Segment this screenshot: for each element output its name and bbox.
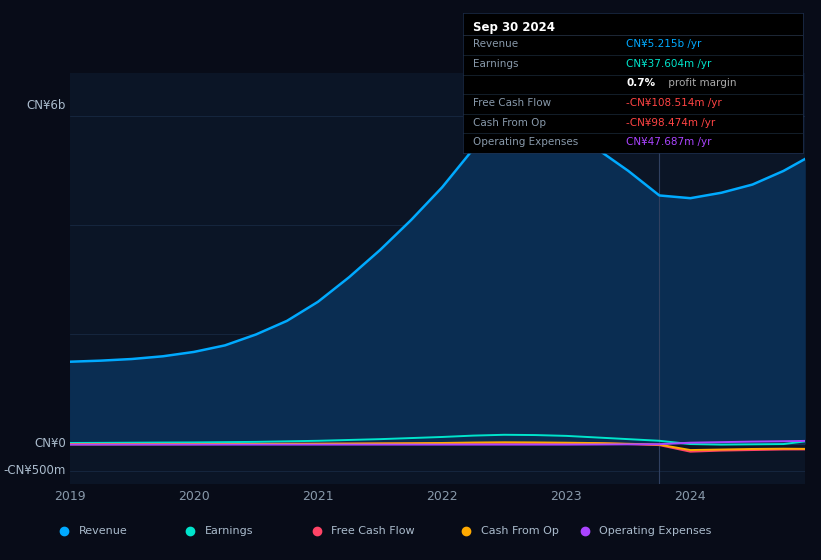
Text: profit margin: profit margin [665, 78, 736, 88]
Text: Earnings: Earnings [204, 526, 253, 536]
Text: 0.7%: 0.7% [626, 78, 655, 88]
Text: Revenue: Revenue [79, 526, 127, 536]
Text: -CN¥98.474m /yr: -CN¥98.474m /yr [626, 118, 715, 128]
Text: Earnings: Earnings [473, 59, 519, 69]
Text: Free Cash Flow: Free Cash Flow [473, 98, 552, 108]
Text: CN¥5.215b /yr: CN¥5.215b /yr [626, 39, 702, 49]
Text: CN¥37.604m /yr: CN¥37.604m /yr [626, 59, 712, 69]
Text: Cash From Op: Cash From Op [480, 526, 558, 536]
Text: CN¥0: CN¥0 [34, 437, 67, 450]
Text: -CN¥500m: -CN¥500m [4, 464, 67, 477]
Text: Sep 30 2024: Sep 30 2024 [473, 21, 555, 34]
Text: Revenue: Revenue [473, 39, 518, 49]
Text: Operating Expenses: Operating Expenses [599, 526, 711, 536]
Text: Cash From Op: Cash From Op [473, 118, 546, 128]
Text: Operating Expenses: Operating Expenses [473, 137, 579, 147]
Text: -CN¥108.514m /yr: -CN¥108.514m /yr [626, 98, 722, 108]
Text: CN¥47.687m /yr: CN¥47.687m /yr [626, 137, 712, 147]
Text: Free Cash Flow: Free Cash Flow [331, 526, 415, 536]
Text: CN¥6b: CN¥6b [27, 99, 67, 113]
